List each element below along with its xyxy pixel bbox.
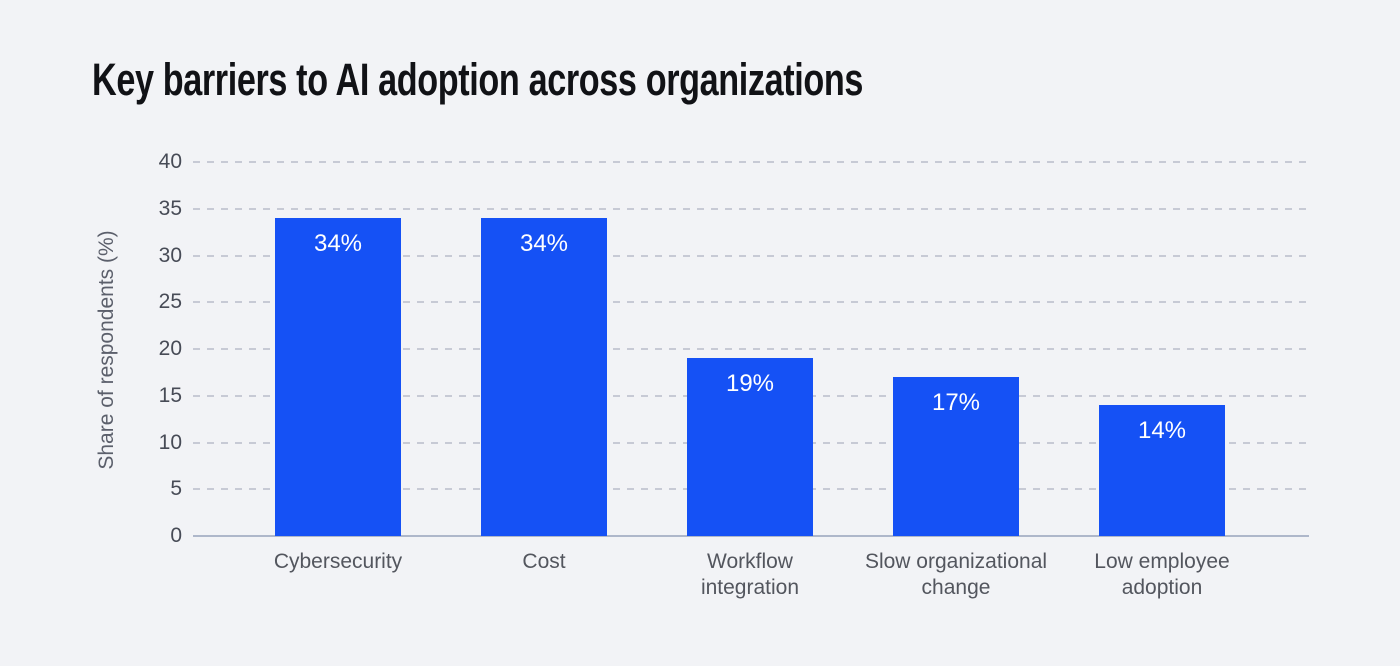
y-tick-label: 35 xyxy=(158,196,182,220)
x-axis-category-label: Cybersecurity xyxy=(273,550,403,573)
bar-cost: 34% xyxy=(481,218,607,536)
bar-workflow-integration: 19% xyxy=(687,358,813,536)
bar-value-label: 17% xyxy=(931,389,981,417)
bar-value-label: 34% xyxy=(519,230,569,258)
bar-value-label: 34% xyxy=(313,230,363,258)
y-tick-label: 30 xyxy=(158,243,182,267)
bar-slow-organizational-change: 17% xyxy=(893,377,1019,536)
y-tick-label: 25 xyxy=(158,290,182,314)
bar-value-label: 14% xyxy=(1137,417,1187,445)
bar-value-label: 19% xyxy=(725,370,775,398)
bar-low-employee-adoption: 14% xyxy=(1099,405,1225,536)
y-tick-label: 20 xyxy=(158,337,182,360)
y-tick-label: 5 xyxy=(170,477,182,501)
y-tick-label: 15 xyxy=(158,383,182,407)
x-axis-category-label: Cost xyxy=(522,550,566,573)
chart-title: Key barriers to AI adoption across organ… xyxy=(92,54,864,105)
y-tick-label: 10 xyxy=(158,430,182,454)
gridline xyxy=(193,161,1309,163)
x-axis-category-label: Slow organizational change xyxy=(864,550,1048,599)
gridline xyxy=(193,301,1309,304)
y-tick-label: 0 xyxy=(170,524,182,547)
bar-cybersecurity: 34% xyxy=(275,218,401,536)
x-axis-category-label: Low employee adoption xyxy=(1094,550,1230,599)
gridline xyxy=(193,207,1309,210)
y-tick-label: 40 xyxy=(158,150,182,173)
gridline xyxy=(193,254,1309,257)
x-axis-category-label: Workflow integration xyxy=(700,550,800,599)
x-axis-line xyxy=(193,535,1309,537)
gridline xyxy=(193,348,1309,350)
